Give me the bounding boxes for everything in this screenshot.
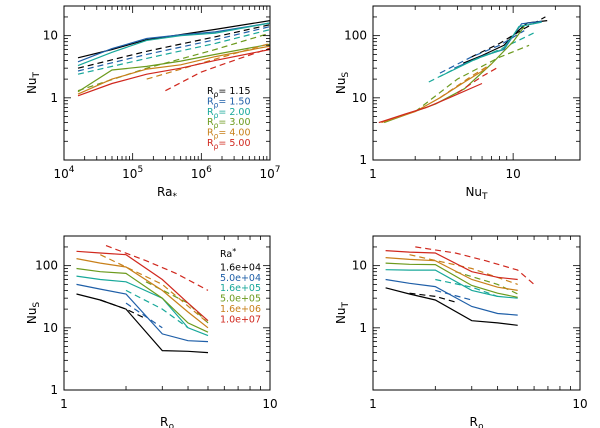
x-tick-label: 10 [505, 167, 520, 181]
y-tick-label: 100 [344, 29, 367, 43]
y-axis-label: NuS [334, 72, 351, 95]
series-line-12 [106, 246, 208, 291]
series-line-11 [386, 251, 518, 280]
x-tick-label: 1 [60, 397, 68, 411]
legend-entry-3: 1.6e+05 [220, 283, 261, 294]
legend-entry-6: 1.0e+07 [220, 314, 261, 325]
legend-title: Ra* [220, 247, 236, 260]
series-line-2 [471, 17, 545, 57]
y-tick-label: 10 [43, 29, 58, 43]
x-tick-label: 105 [122, 165, 143, 181]
legend-entry-1: 1.6e+04 [220, 262, 261, 273]
y-tick-label: 1 [50, 383, 58, 397]
x-tick-label: 10 [262, 397, 277, 411]
x-tick-label: 107 [259, 165, 280, 181]
series-line-7 [384, 27, 524, 123]
y-tick-label: 1 [50, 91, 58, 105]
series-line-10 [147, 43, 270, 79]
series-line-11 [77, 251, 209, 320]
chart-panel-2: 1 10 1 10 100 NuT NuS [334, 6, 580, 202]
series-line-4 [78, 27, 270, 71]
x-tick-label: 1 [369, 167, 377, 181]
x-tick-label: 1 [369, 397, 377, 411]
y-axis-label: NuT [334, 301, 351, 324]
y-tick-label: 10 [43, 321, 58, 335]
y-tick-label: 10 [352, 259, 367, 273]
y-tick-label: 10 [352, 91, 367, 105]
y-tick-label: 1 [359, 321, 367, 335]
y-axis-label: NuS [25, 302, 42, 325]
x-axis-label: Rρ [160, 415, 174, 428]
series-line-5 [78, 23, 270, 66]
legend-entry-6: Rρ= 5.00 [207, 138, 251, 151]
chart-panel-3: 1 10 1 10 100 Rρ NuS Ra* 1.6e+045.0e+041.6e+055.… [25, 236, 278, 428]
series-line-10 [100, 255, 208, 323]
plot-frame [373, 6, 580, 160]
x-axis-label: Rρ [469, 415, 483, 428]
y-tick-label: 100 [35, 259, 58, 273]
legend-entry-2: 5.0e+04 [220, 273, 261, 284]
series-line-4 [435, 290, 472, 300]
series-line-7 [386, 263, 518, 297]
series-line-2 [410, 293, 456, 302]
x-tick-label: 104 [53, 165, 74, 181]
legend: Ra* 1.6e+045.0e+041.6e+055.0e+051.6e+061.… [220, 247, 261, 325]
x-axis-label: NuT [465, 185, 488, 202]
legend-entry-5: 1.6e+06 [220, 304, 261, 315]
figure: 104 105 106 107 1 10 Ra* NuT Rρ= 1.15Rρ= 1.50Rρ=… [0, 0, 600, 428]
x-tick-label: 10 [572, 397, 587, 411]
series-line-3 [77, 284, 209, 341]
x-tick-label: 106 [191, 165, 212, 181]
y-tick-label: 1 [359, 153, 367, 167]
series-line-9 [382, 68, 487, 122]
x-axis-label: Ra* [157, 185, 177, 202]
chart-panel-4: 1 10 1 10 Rρ NuT [334, 236, 588, 428]
y-axis-label: NuT [25, 71, 42, 94]
legend-entry-4: 5.0e+05 [220, 294, 261, 305]
